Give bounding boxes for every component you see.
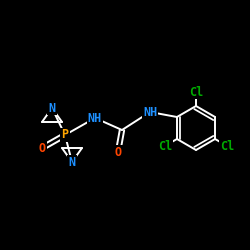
Text: Cl: Cl bbox=[189, 86, 203, 98]
Text: O: O bbox=[38, 142, 46, 154]
Text: Cl: Cl bbox=[220, 140, 234, 152]
Text: Cl: Cl bbox=[158, 140, 172, 152]
Text: N: N bbox=[48, 102, 56, 114]
Text: NH: NH bbox=[88, 112, 102, 124]
Text: NH: NH bbox=[143, 106, 157, 118]
Text: P: P bbox=[62, 128, 68, 141]
Text: O: O bbox=[114, 146, 121, 158]
Text: N: N bbox=[68, 156, 75, 168]
